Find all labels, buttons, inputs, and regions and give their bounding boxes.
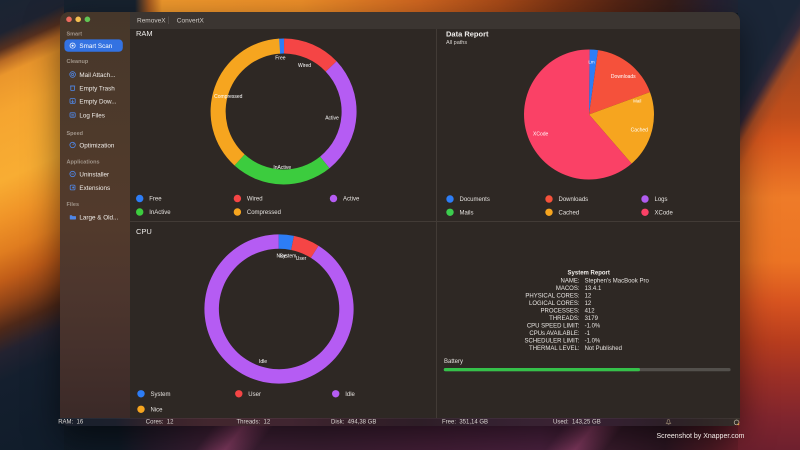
svg-text:Files: Files [67,202,80,208]
svg-text:Lm: Lm [588,60,595,65]
svg-text:-1.0%: -1.0% [585,324,601,330]
svg-text:Active: Active [343,197,360,203]
svg-text:Logs: Logs [655,197,668,203]
svg-text:Mail: Mail [633,99,641,104]
svg-text:Screenshot by Xnapper.com: Screenshot by Xnapper.com [657,433,745,440]
svg-text:CPU: CPU [136,227,152,236]
svg-text:Extensions: Extensions [79,185,110,192]
svg-text:3179: 3179 [585,316,599,322]
svg-text:Nice: Nice [276,254,286,260]
svg-text:THREADS:: THREADS: [549,316,580,322]
svg-text:PHYSICAL CORES:: PHYSICAL CORES: [525,294,579,300]
svg-text:Cleanup: Cleanup [67,59,89,65]
svg-text:Applications: Applications [67,160,100,166]
svg-text:Free: 351,14 GB: Free: 351,14 GB [442,420,488,426]
svg-text:SCHEDULER LIMIT:: SCHEDULER LIMIT: [524,339,579,345]
svg-text:Active: Active [325,116,339,122]
svg-text:RemoveX: RemoveX [137,17,166,24]
svg-text:InActive: InActive [273,165,291,171]
svg-text:User: User [248,392,261,398]
svg-text:PROCESSES:: PROCESSES: [540,309,579,315]
svg-text:Downloads: Downloads [559,197,589,203]
svg-text:Downloads: Downloads [611,74,636,80]
svg-text:Smart Scan: Smart Scan [79,43,112,50]
svg-text:Free: Free [275,56,286,62]
svg-text:Documents: Documents [460,197,490,203]
svg-text:Empty Dow...: Empty Dow... [79,98,116,105]
svg-text:XCode: XCode [533,131,549,137]
svg-text:XCode: XCode [655,211,674,217]
svg-text:LOGICAL CORES:: LOGICAL CORES: [529,301,580,307]
svg-text:ConvertX: ConvertX [177,17,205,24]
svg-text:Data Report: Data Report [446,29,489,38]
svg-text:Smart: Smart [67,32,83,38]
svg-text:CPU SPEED LIMIT:: CPU SPEED LIMIT: [527,324,580,330]
svg-text:CPUs AVAILABLE:: CPUs AVAILABLE: [529,331,579,337]
svg-text:Empty Trash: Empty Trash [79,85,115,92]
svg-text:12: 12 [585,301,592,307]
svg-text:Large & Old...: Large & Old... [79,214,118,221]
svg-text:13.4.1: 13.4.1 [585,286,602,292]
svg-text:Log Files: Log Files [79,112,105,119]
svg-text:InActive: InActive [149,210,171,216]
svg-text:Not Published: Not Published [585,346,622,352]
svg-text:Threads: 12: Threads: 12 [237,420,271,426]
svg-text:Free: Free [149,197,162,203]
svg-text:Cached: Cached [559,211,580,217]
svg-text:THERMAL LEVEL:: THERMAL LEVEL: [529,346,580,352]
svg-text:Used: 143,25 GB: Used: 143,25 GB [553,420,601,426]
svg-text:Wired: Wired [247,197,263,203]
svg-text:Speed: Speed [67,131,84,137]
svg-text:Compressed: Compressed [214,94,243,100]
svg-text:Cached: Cached [631,127,648,133]
svg-text:All paths: All paths [446,40,467,46]
svg-text:RAM: RAM [136,29,153,38]
svg-text:Stephen's MacBook Pro: Stephen's MacBook Pro [585,279,650,285]
svg-text:RAM: 16: RAM: 16 [58,420,84,426]
svg-text:User: User [296,256,307,262]
svg-text:Wired: Wired [298,63,311,69]
svg-text:Idle: Idle [259,359,267,365]
svg-text:12: 12 [585,294,592,300]
svg-text:MACOS:: MACOS: [556,286,580,292]
svg-text:Compressed: Compressed [247,210,281,216]
svg-text:Idle: Idle [345,392,355,398]
svg-text:Nice: Nice [151,408,164,414]
svg-text:System Report: System Report [568,271,610,277]
svg-text:Mail Attach...: Mail Attach... [79,72,115,79]
svg-text:NAME:: NAME: [560,279,579,285]
svg-text:412: 412 [585,309,596,315]
svg-text:Disk: 494,38 GB: Disk: 494,38 GB [331,420,376,426]
svg-text:Cores: 12: Cores: 12 [146,420,174,426]
svg-text:Battery: Battery [444,359,463,365]
svg-text:Uninstaller: Uninstaller [79,171,109,178]
svg-text:Mails: Mails [460,211,474,217]
svg-text:System: System [280,254,297,260]
svg-text:Optimization: Optimization [79,142,114,149]
svg-text:-1: -1 [585,331,591,337]
svg-text:-1.0%: -1.0% [585,339,601,345]
svg-text:System: System [151,392,171,398]
